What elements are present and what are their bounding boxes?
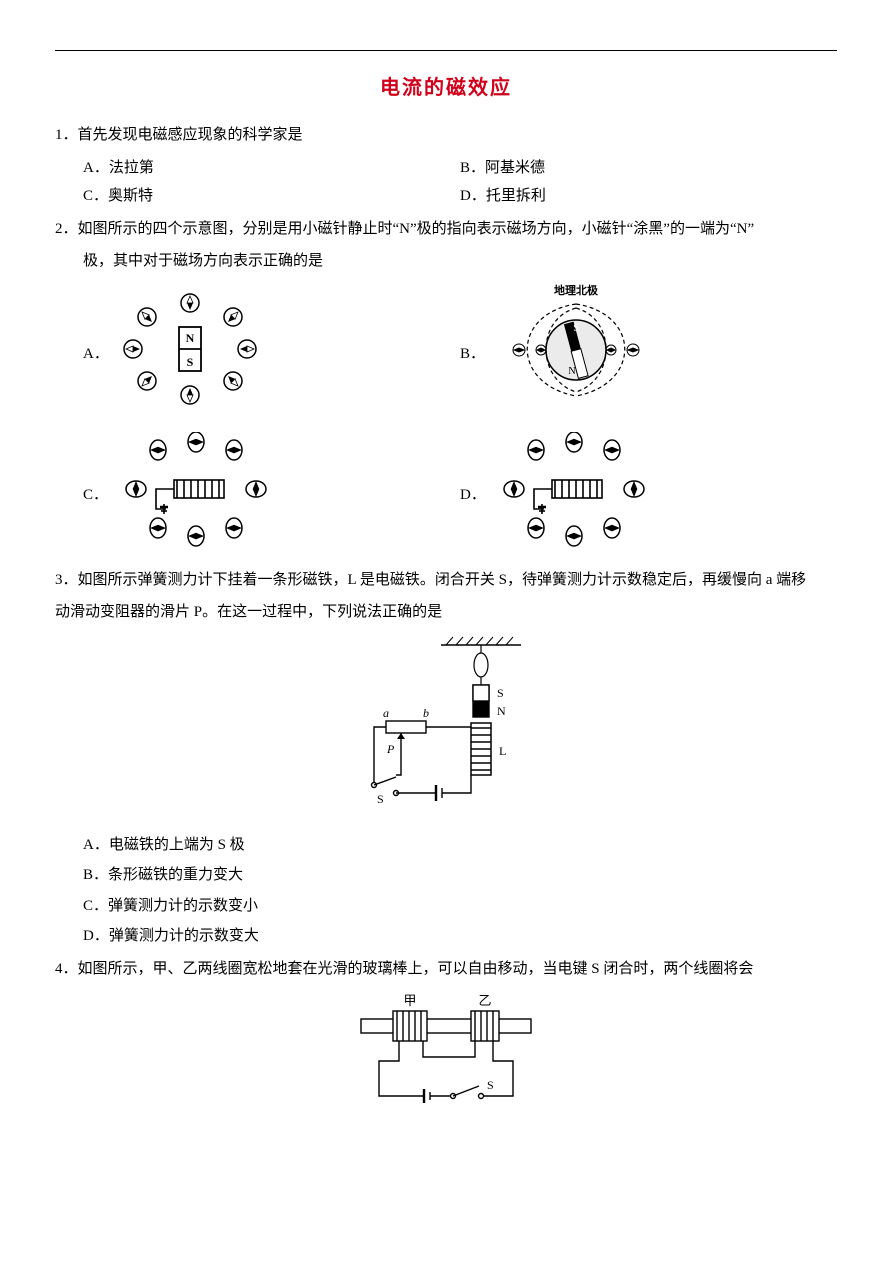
svg-text:N: N [186, 331, 195, 345]
q4-stem: 4．如图所示，甲、乙两线圈宽松地套在光滑的玻璃棒上，可以自由移动，当电键 S 闭… [55, 955, 837, 984]
q2-stem-2: 极，其中对于磁场方向表示正确的是 [55, 247, 837, 276]
q2-row-1: A． N S [55, 284, 837, 425]
q4-left-label: 甲 [403, 993, 416, 1008]
q2-label-c: C． [83, 481, 108, 510]
svg-text:S: S [187, 355, 194, 369]
q2-fig-d [492, 432, 657, 558]
q3-options: A．电磁铁的上端为 S 极 B．条形磁铁的重力变大 C．弹簧测力计的示数变小 D… [55, 831, 837, 951]
q3-opt-d: D．弹簧测力计的示数变大 [83, 922, 837, 951]
q1-opt-b: B．阿基米德 [460, 154, 837, 183]
q3-Sw: S [377, 792, 384, 806]
q3-b: b [423, 706, 429, 720]
q4-right-label: 乙 [478, 993, 491, 1008]
q3-opt-b: B．条形磁铁的重力变大 [83, 861, 837, 890]
q2-label-d: D． [460, 481, 486, 510]
q2-fig-c [114, 432, 279, 558]
q2-fig-b: 地理北极 S N [491, 284, 661, 425]
q3-a: a [383, 706, 389, 720]
svg-text:N: N [568, 366, 575, 377]
q1-opt-c: C．奥斯特 [83, 182, 460, 211]
q2-label-a: A． [83, 340, 109, 369]
q2b-label: 地理北极 [554, 284, 599, 297]
q4-Sw: S [487, 1078, 494, 1092]
q3-stem-2: 动滑动变阻器的滑片 P。在这一过程中，下列说法正确的是 [55, 598, 837, 627]
q1-stem: 1．首先发现电磁感应现象的科学家是 [55, 121, 837, 150]
q3-opt-a: A．电磁铁的上端为 S 极 [83, 831, 837, 860]
q2-fig-a: N S [115, 289, 265, 420]
q3-P: P [386, 742, 395, 756]
q2-label-b: B． [460, 340, 485, 369]
q1-options: A．法拉第 B．阿基米德 C．奥斯特 D．托里拆利 [55, 154, 837, 211]
q2-stem-1: 2．如图所示的四个示意图，分别是用小磁针静止时“N”极的指向表示磁场方向，小磁针… [55, 215, 837, 244]
q2-row-2: C． [55, 432, 837, 558]
svg-text:S: S [573, 323, 579, 334]
q3-stem-1: 3．如图所示弹簧测力计下挂着一条形磁铁，L 是电磁铁。闭合开关 S，待弹簧测力计… [55, 566, 837, 595]
top-rule [55, 50, 837, 51]
q3-figure: S N L [55, 635, 837, 825]
q3-N: N [497, 704, 506, 718]
q1-opt-a: A．法拉第 [83, 154, 460, 183]
q4-figure: 甲 乙 S [55, 991, 837, 1121]
q3-L: L [499, 744, 506, 758]
q3-S: S [497, 686, 504, 700]
page-title: 电流的磁效应 [55, 69, 837, 107]
q3-opt-c: C．弹簧测力计的示数变小 [83, 892, 837, 921]
q1-opt-d: D．托里拆利 [460, 182, 837, 211]
